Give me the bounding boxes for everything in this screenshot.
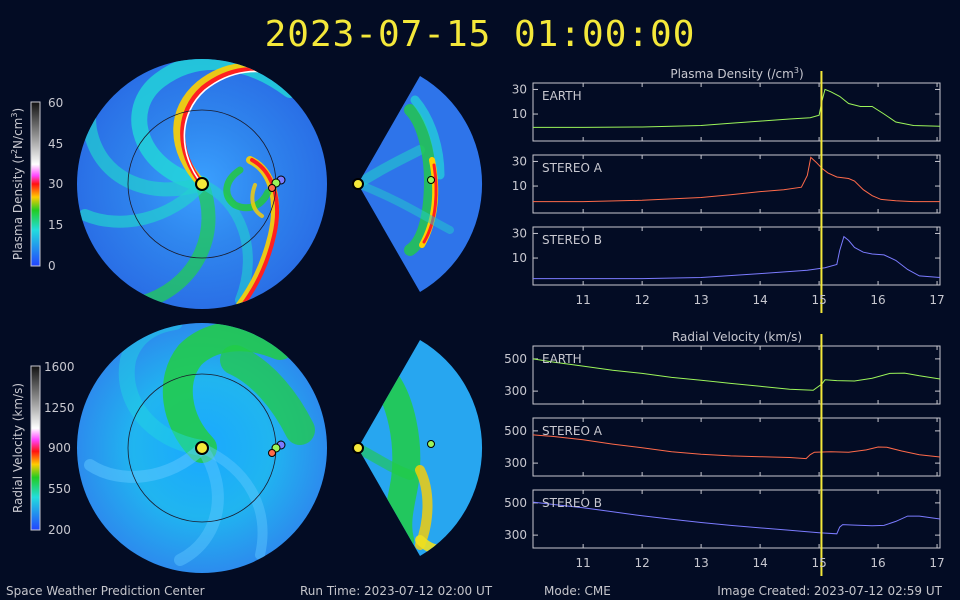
- plot-frame: [532, 154, 941, 214]
- y-tick-label: 10: [512, 107, 527, 121]
- footer-org: Space Weather Prediction Center: [6, 584, 205, 598]
- y-tick-label: 30: [512, 154, 527, 168]
- velocity-meridional-map: [352, 340, 483, 556]
- x-tick-label: 12: [634, 556, 649, 570]
- y-tick-label: 300: [504, 456, 527, 470]
- x-tick-label: 16: [870, 556, 885, 570]
- footer-bar: Space Weather Prediction Center Run Time…: [0, 582, 960, 600]
- y-tick-label: 30: [512, 82, 527, 96]
- x-tick-label: 11: [575, 293, 590, 307]
- plot-frame: [532, 417, 941, 477]
- density-ecliptic-map: [77, 59, 327, 309]
- y-tick-label: 300: [504, 528, 527, 542]
- plot-frame: [532, 82, 941, 142]
- panel-label: EARTH: [542, 89, 582, 103]
- x-tick-label: 15: [811, 293, 826, 307]
- y-tick-label: 10: [512, 179, 527, 193]
- time-series-plots: 10 30 EARTH 10 30 STEREO A 10 30 STEREO B 11 12 13 1…: [504, 71, 945, 576]
- dashboard-canvas: Plasma Density (r2N/cm3) 60 45 30 15 0 R…: [10, 59, 945, 576]
- y-tick-label: 300: [504, 384, 527, 398]
- y-tick-label: 10: [512, 251, 527, 265]
- plot-frame: [532, 345, 941, 405]
- x-tick-label: 15: [811, 556, 826, 570]
- velocity-chart-title: Radial Velocity (km/s): [672, 330, 802, 344]
- x-tick-label: 14: [752, 293, 767, 307]
- x-tick-label: 17: [929, 556, 944, 570]
- velocity-tick: 900: [48, 441, 71, 455]
- panel-label: STEREO B: [542, 496, 602, 510]
- velocity-tick: 200: [48, 523, 71, 537]
- x-tick-label: 12: [634, 293, 649, 307]
- series-line-earth: [533, 88, 941, 128]
- series-line-stereo-b: [533, 235, 941, 280]
- plot-frame: [532, 226, 941, 286]
- velocity-colorbar-label: Radial Velocity (km/s): [11, 383, 25, 513]
- y-tick-label: 500: [504, 352, 527, 366]
- panel-label: STEREO B: [542, 233, 602, 247]
- density-meridional-map: [352, 76, 483, 292]
- x-tick-label: 17: [929, 293, 944, 307]
- panel-label: STEREO A: [542, 424, 603, 438]
- footer-image-created: Image Created: 2023-07-12 02:59 UT: [717, 584, 942, 598]
- x-tick-label: 11: [575, 556, 590, 570]
- x-tick-label: 13: [693, 556, 708, 570]
- footer-mode: Mode: CME: [544, 584, 611, 598]
- y-tick-label: 500: [504, 496, 527, 510]
- density-colorbar: Plasma Density (r2N/cm3) 60 45 30 15 0: [10, 96, 63, 273]
- density-tick: 60: [48, 96, 63, 110]
- x-tick-label: 13: [693, 293, 708, 307]
- density-tick: 45: [48, 137, 63, 151]
- x-tick-label: 16: [870, 293, 885, 307]
- sun-marker: [195, 177, 209, 191]
- density-colorbar-label: Plasma Density (r2N/cm3): [10, 108, 25, 260]
- y-tick-label: 500: [504, 424, 527, 438]
- series-line-stereo-b: [532, 501, 941, 535]
- series-line-earth: [532, 358, 941, 391]
- stereo-a-marker: [268, 184, 276, 192]
- panel-label: EARTH: [542, 352, 582, 366]
- y-tick-label: 30: [512, 226, 527, 240]
- series-line-stereo-a: [533, 156, 940, 203]
- velocity-colorbar: Radial Velocity (km/s) 1600 1250 900 550…: [11, 360, 75, 537]
- velocity-tick: 1600: [44, 360, 75, 374]
- panel-label: STEREO A: [542, 161, 603, 175]
- x-tick-label: 14: [752, 556, 767, 570]
- density-tick: 30: [48, 177, 63, 191]
- velocity-tick: 1250: [44, 401, 75, 415]
- footer-run-time: Run Time: 2023-07-12 02:00 UT: [300, 584, 493, 598]
- velocity-ecliptic-map: [77, 323, 327, 573]
- series-line-stereo-a: [532, 434, 941, 460]
- velocity-tick: 550: [48, 482, 71, 496]
- density-tick: 15: [48, 218, 63, 232]
- density-chart-title: Plasma Density (/cm3): [670, 66, 803, 81]
- density-tick: 0: [48, 259, 56, 273]
- timestamp-title: 2023-07-15 01:00:00: [264, 14, 696, 55]
